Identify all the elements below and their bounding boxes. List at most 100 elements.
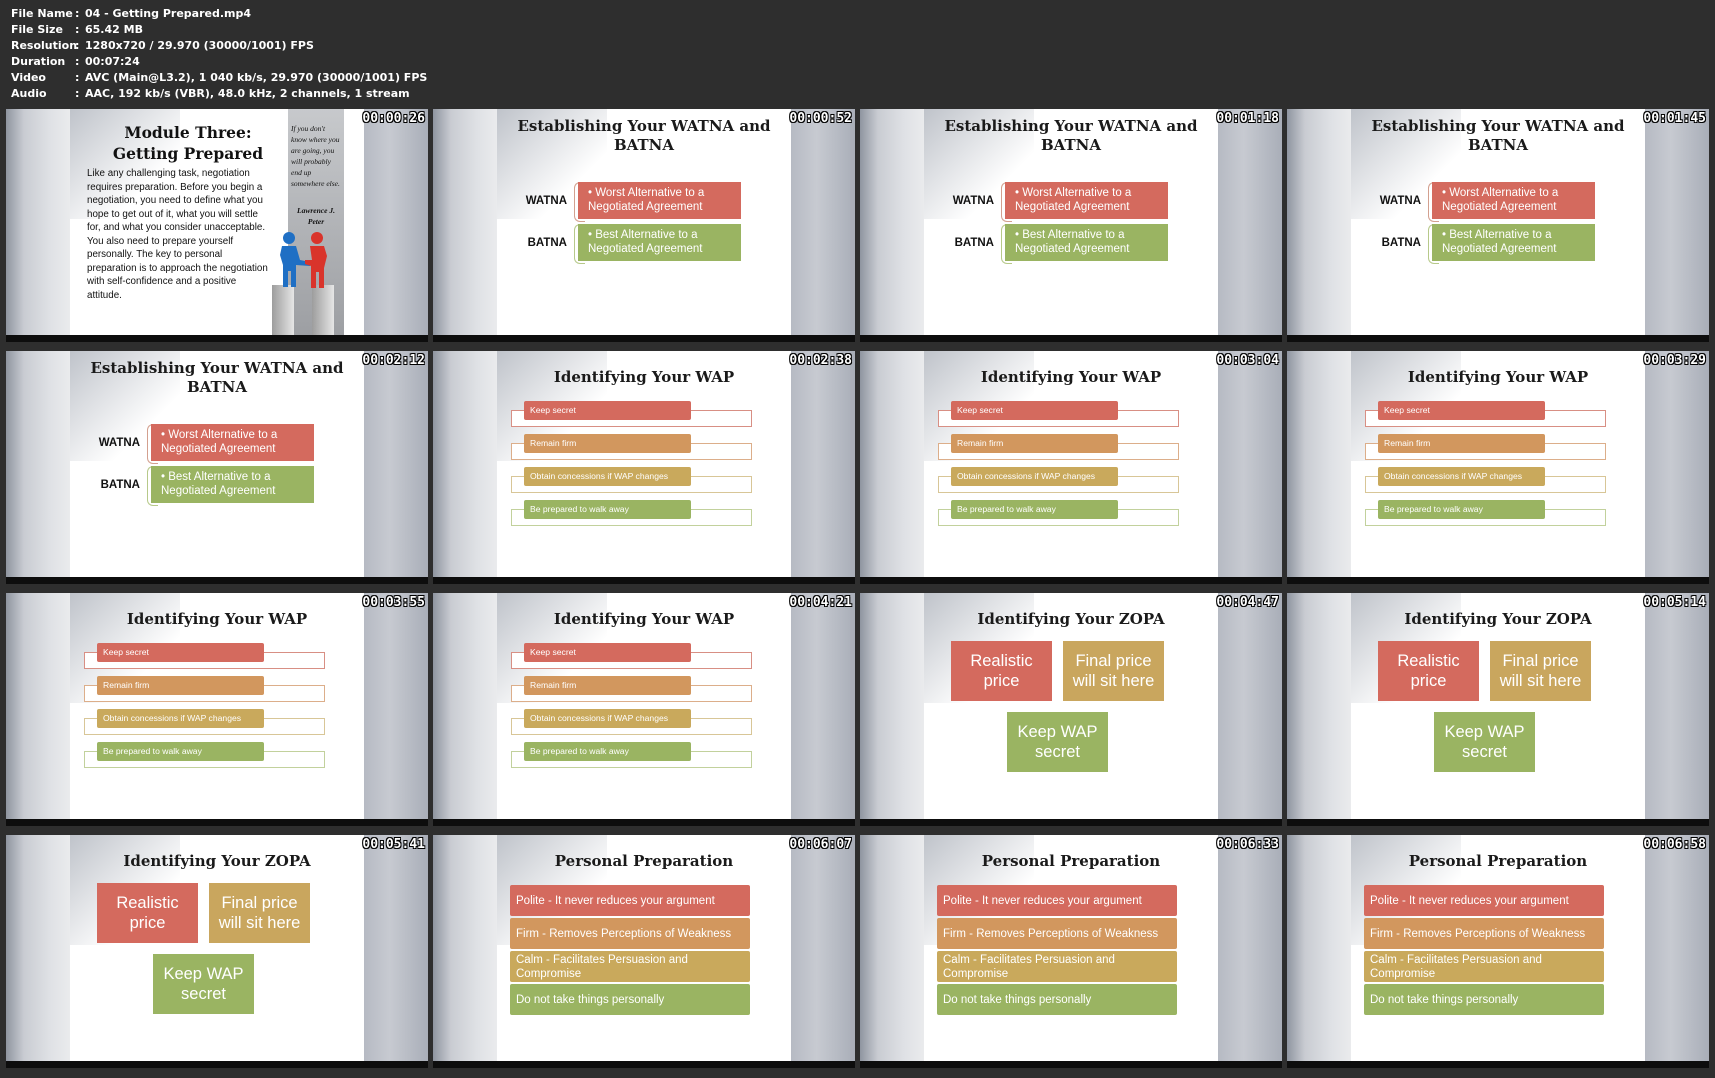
- slide-title: Personal Preparation: [981, 852, 1161, 870]
- slide-title: Establishing Your WATNA and BATNA: [944, 117, 1198, 154]
- timestamp: 00:02:38: [789, 353, 852, 368]
- slide-title: Establishing Your WATNA and BATNA: [1371, 117, 1625, 154]
- slide-title: Personal Preparation: [1408, 852, 1588, 870]
- video-thumbnail[interactable]: Personal Preparation Polite - It never r…: [860, 835, 1282, 1068]
- slide-title: Identifying Your WAP: [553, 368, 735, 386]
- file-info-panel: File Name:04 - Getting Prepared.mp4 File…: [11, 6, 427, 102]
- file-info-row: File Name:04 - Getting Prepared.mp4: [11, 6, 427, 22]
- timestamp: 00:01:18: [1216, 111, 1279, 126]
- video-thumbnail[interactable]: Establishing Your WATNA and BATNA WATNA …: [1287, 109, 1709, 342]
- pedestal-left: [272, 285, 294, 335]
- best-alternative-box: • Best Alternative to a Negotiated Agree…: [578, 224, 741, 261]
- thumbnail-grid: Module Three: Getting Prepared Like any …: [6, 109, 1709, 1068]
- wap-item: Remain firm: [524, 434, 691, 453]
- slide-title: Personal Preparation: [554, 852, 734, 870]
- watna-label: WATNA: [98, 437, 140, 449]
- worst-alternative-box: • Worst Alternative to a Negotiated Agre…: [151, 424, 314, 461]
- video-thumbnail[interactable]: Identifying Your WAP Keep secret Remain …: [433, 593, 855, 826]
- keep-wap-secret-box: Keep WAP secret: [1007, 712, 1108, 772]
- file-info-row: Video: AVC (Main@L3.2), 1 040 kb/s, 29.97…: [11, 70, 427, 86]
- wap-item: Be prepared to walk away: [524, 742, 691, 761]
- info-colon: :: [75, 23, 80, 36]
- video-thumbnail[interactable]: Establishing Your WATNA and BATNA WATNA …: [860, 109, 1282, 342]
- wap-item: Be prepared to walk away: [1378, 500, 1545, 519]
- video-thumbnail[interactable]: Identifying Your WAP Keep secret Remain …: [1287, 351, 1709, 584]
- info-key: Audio: [11, 87, 47, 100]
- video-thumbnail[interactable]: Identifying Your WAP Keep secret Remain …: [6, 593, 428, 826]
- final-price-box: Final price will sit here: [1490, 641, 1591, 701]
- letterbox-bar: [1287, 335, 1709, 342]
- wap-item: Obtain concessions if WAP changes: [524, 467, 691, 486]
- wap-item: Remain firm: [951, 434, 1118, 453]
- file-info-row: Resolution:1280x720 / 29.970 (30000/1001…: [11, 38, 427, 54]
- wap-item: Obtain concessions if WAP changes: [951, 467, 1118, 486]
- wap-item: Remain firm: [97, 676, 264, 695]
- timestamp: 00:04:21: [789, 595, 852, 610]
- wap-item: Keep secret: [524, 643, 691, 662]
- slide-paper: Personal Preparation Polite - It never r…: [497, 835, 791, 1061]
- prep-item: Do not take things personally: [937, 984, 1177, 1015]
- timestamp: 00:03:55: [362, 595, 425, 610]
- letterbox-bar: [1287, 1061, 1709, 1068]
- watna-label: WATNA: [1379, 195, 1421, 207]
- watna-label: WATNA: [525, 195, 567, 207]
- video-thumbnail[interactable]: Identifying Your WAP Keep secret Remain …: [860, 351, 1282, 584]
- slide-title: Identifying Your ZOPA: [123, 852, 311, 870]
- info-colon: :: [75, 7, 80, 20]
- quote-text: If you don't know where you are going, y…: [291, 124, 340, 188]
- slide-paper: Establishing Your WATNA and BATNA WATNA …: [924, 109, 1218, 335]
- wap-item: Be prepared to walk away: [524, 500, 691, 519]
- batna-label: BATNA: [1381, 237, 1421, 249]
- wap-item: Be prepared to walk away: [951, 500, 1118, 519]
- prep-item: Firm - Removes Perceptions of Weakness: [937, 918, 1177, 949]
- letterbox-bar: [6, 819, 428, 826]
- letterbox-bar: [1287, 577, 1709, 584]
- prep-item: Polite - It never reduces your argument: [1364, 885, 1604, 916]
- video-thumbnail[interactable]: Personal Preparation Polite - It never r…: [433, 835, 855, 1068]
- slide-paper: Establishing Your WATNA and BATNA WATNA …: [70, 351, 364, 577]
- video-thumbnail[interactable]: Establishing Your WATNA and BATNA WATNA …: [433, 109, 855, 342]
- final-price-box: Final price will sit here: [1063, 641, 1164, 701]
- timestamp: 00:05:14: [1643, 595, 1706, 610]
- worst-alternative-box: • Worst Alternative to a Negotiated Agre…: [1432, 182, 1595, 219]
- handshake-figures-icon: [280, 232, 327, 288]
- video-thumbnail[interactable]: Identifying Your ZOPA Realistic price Fi…: [860, 593, 1282, 826]
- slide-paper: Identifying Your WAP Keep secret Remain …: [70, 593, 364, 819]
- timestamp: 00:06:33: [1216, 837, 1279, 852]
- prep-item: Do not take things personally: [1364, 984, 1604, 1015]
- video-thumbnail[interactable]: Identifying Your ZOPA Realistic price Fi…: [1287, 593, 1709, 826]
- timestamp: 00:03:04: [1216, 353, 1279, 368]
- letterbox-bar: [433, 819, 855, 826]
- letterbox-bar: [6, 577, 428, 584]
- wap-item: Keep secret: [524, 401, 691, 420]
- video-thumbnail[interactable]: Identifying Your ZOPA Realistic price Fi…: [6, 835, 428, 1068]
- letterbox-bar: [6, 335, 428, 342]
- video-thumbnail[interactable]: Establishing Your WATNA and BATNA WATNA …: [6, 351, 428, 584]
- prep-item: Firm - Removes Perceptions of Weakness: [1364, 918, 1604, 949]
- slide-title: Identifying Your ZOPA: [1404, 610, 1592, 628]
- slide-title: Module Three: Getting Prepared: [70, 122, 306, 164]
- video-thumbnail[interactable]: Module Three: Getting Prepared Like any …: [6, 109, 428, 342]
- info-key: Resolution: [11, 39, 78, 52]
- timestamp: 00:03:29: [1643, 353, 1706, 368]
- best-alternative-box: • Best Alternative to a Negotiated Agree…: [1005, 224, 1168, 261]
- prep-item: Polite - It never reduces your argument: [510, 885, 750, 916]
- best-alternative-box: • Best Alternative to a Negotiated Agree…: [1432, 224, 1595, 261]
- wap-item: Obtain concessions if WAP changes: [524, 709, 691, 728]
- slide-paper: Personal Preparation Polite - It never r…: [924, 835, 1218, 1061]
- slide-title-line: Module Three:: [124, 123, 252, 142]
- video-thumbnail[interactable]: Personal Preparation Polite - It never r…: [1287, 835, 1709, 1068]
- watna-label: WATNA: [952, 195, 994, 207]
- pedestal-right: [312, 285, 334, 335]
- slide-paper: Identifying Your ZOPA Realistic price Fi…: [70, 835, 364, 1061]
- letterbox-bar: [433, 335, 855, 342]
- slide-paper: Identifying Your WAP Keep secret Remain …: [497, 593, 791, 819]
- realistic-price-box: Realistic price: [1378, 641, 1479, 701]
- prep-item: Firm - Removes Perceptions of Weakness: [510, 918, 750, 949]
- slide-paper: Establishing Your WATNA and BATNA WATNA …: [1351, 109, 1645, 335]
- batna-label: BATNA: [527, 237, 567, 249]
- video-thumbnail[interactable]: Identifying Your WAP Keep secret Remain …: [433, 351, 855, 584]
- quote-author: Lawrence J. Peter: [297, 206, 335, 226]
- info-value: 65.42 MB: [85, 23, 143, 36]
- wap-item: Remain firm: [1378, 434, 1545, 453]
